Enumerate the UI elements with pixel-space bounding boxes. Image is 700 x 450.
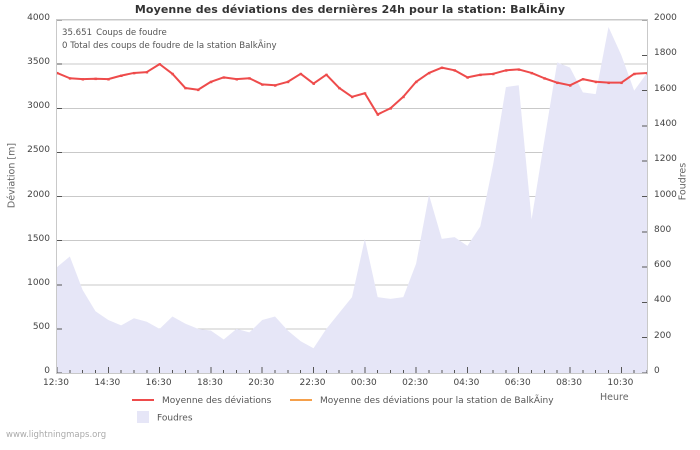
plot-area xyxy=(56,19,648,374)
y-axis-right-tick-label: 1200 xyxy=(654,154,677,165)
x-axis-tick-label: 16:30 xyxy=(145,378,172,388)
x-axis-tick-label: 00:30 xyxy=(350,378,377,388)
y-axis-left-tick-label: 1000 xyxy=(27,277,50,288)
annotation-station-label: Total des coups de foudre de la station … xyxy=(70,41,277,51)
annotation-station-count: 0 xyxy=(62,41,68,51)
annotation-line-2: 0 Total des coups de foudre de la statio… xyxy=(62,40,277,53)
x-axis-tick-label: 12:30 xyxy=(43,378,69,388)
y-axis-right-tick-label: 0 xyxy=(654,366,660,376)
x-axis-tick-label: 08:30 xyxy=(556,378,582,388)
legend-label-deviation: Moyenne des déviations xyxy=(162,396,272,406)
y-axis-left-tick-label: 3500 xyxy=(27,57,50,68)
y-axis-right-tick-label: 1600 xyxy=(654,83,677,94)
legend-item-strikes: Foudres xyxy=(132,411,193,424)
y-axis-left-tick-label: 1500 xyxy=(27,233,50,244)
y-axis-right-tick-label: 1400 xyxy=(654,118,677,129)
strike-count-annotation: 35.651 Coups de foudre 0 Total des coups … xyxy=(62,27,277,53)
annotation-strike-label: Coups de foudre xyxy=(96,28,167,38)
y-axis-right-tick-label: 600 xyxy=(654,260,672,271)
x-axis-tick-label: 06:30 xyxy=(504,378,531,388)
y-axis-right-tick-label: 800 xyxy=(654,224,672,235)
chart-title: Moyenne des déviations des dernières 24h… xyxy=(134,3,566,16)
x-axis-tick-label: 22:30 xyxy=(299,378,326,388)
y-axis-right-tick-label: 200 xyxy=(654,330,672,341)
x-axis-tick-label: 02:30 xyxy=(402,378,429,388)
legend-item-station-deviation: Moyenne des déviations pour la station d… xyxy=(290,396,554,406)
legend-item-deviation: Moyenne des déviations xyxy=(132,396,271,406)
legend-area-swatch-strikes xyxy=(137,411,149,423)
x-axis-tick-label: 18:30 xyxy=(196,378,223,388)
y-axis-left-title: Déviation [m] xyxy=(6,142,18,209)
legend-line-swatch-deviation xyxy=(132,398,154,401)
y-axis-left-tick-label: 500 xyxy=(32,321,50,332)
annotation-strike-count: 35.651 xyxy=(62,28,93,38)
x-axis-tick-label: 20:30 xyxy=(248,378,275,388)
y-axis-right-tick-label: 400 xyxy=(654,295,672,306)
y-axis-right-tick-label: 2000 xyxy=(654,13,677,23)
legend-label-station-deviation: Moyenne des déviations pour la station d… xyxy=(320,396,554,406)
legend-line-swatch-station xyxy=(290,398,312,401)
y-axis-left-tick-label: 4000 xyxy=(27,13,50,23)
y-axis-right-tick-label: 1800 xyxy=(654,48,677,59)
x-axis-title: Heure xyxy=(600,392,629,403)
chart-legend: Moyenne des déviations Moyenne des dévia… xyxy=(0,392,700,426)
y-axis-left-tick-label: 3000 xyxy=(27,101,50,112)
y-axis-left-tick-label: 2000 xyxy=(27,189,50,200)
y-axis-right-tick-label: 1000 xyxy=(654,189,677,200)
plot-svg xyxy=(57,20,647,373)
source-watermark: www.lightningmaps.org xyxy=(6,430,107,440)
x-axis-tick-label: 10:30 xyxy=(607,378,634,388)
annotation-line-1: 35.651 Coups de foudre xyxy=(62,27,277,40)
legend-label-strikes: Foudres xyxy=(157,413,193,424)
y-axis-left-tick-label: 0 xyxy=(44,366,50,376)
y-axis-right-title: Foudres xyxy=(677,162,689,201)
y-axis-left-tick-label: 2500 xyxy=(27,145,50,156)
x-axis-tick-label: 04:30 xyxy=(453,378,480,388)
x-axis-tick-label: 14:30 xyxy=(94,378,121,388)
